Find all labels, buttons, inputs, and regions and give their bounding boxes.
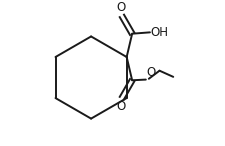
Text: OH: OH	[150, 26, 168, 39]
Text: O: O	[115, 100, 125, 113]
Text: O: O	[115, 1, 125, 14]
Text: O: O	[146, 66, 155, 79]
